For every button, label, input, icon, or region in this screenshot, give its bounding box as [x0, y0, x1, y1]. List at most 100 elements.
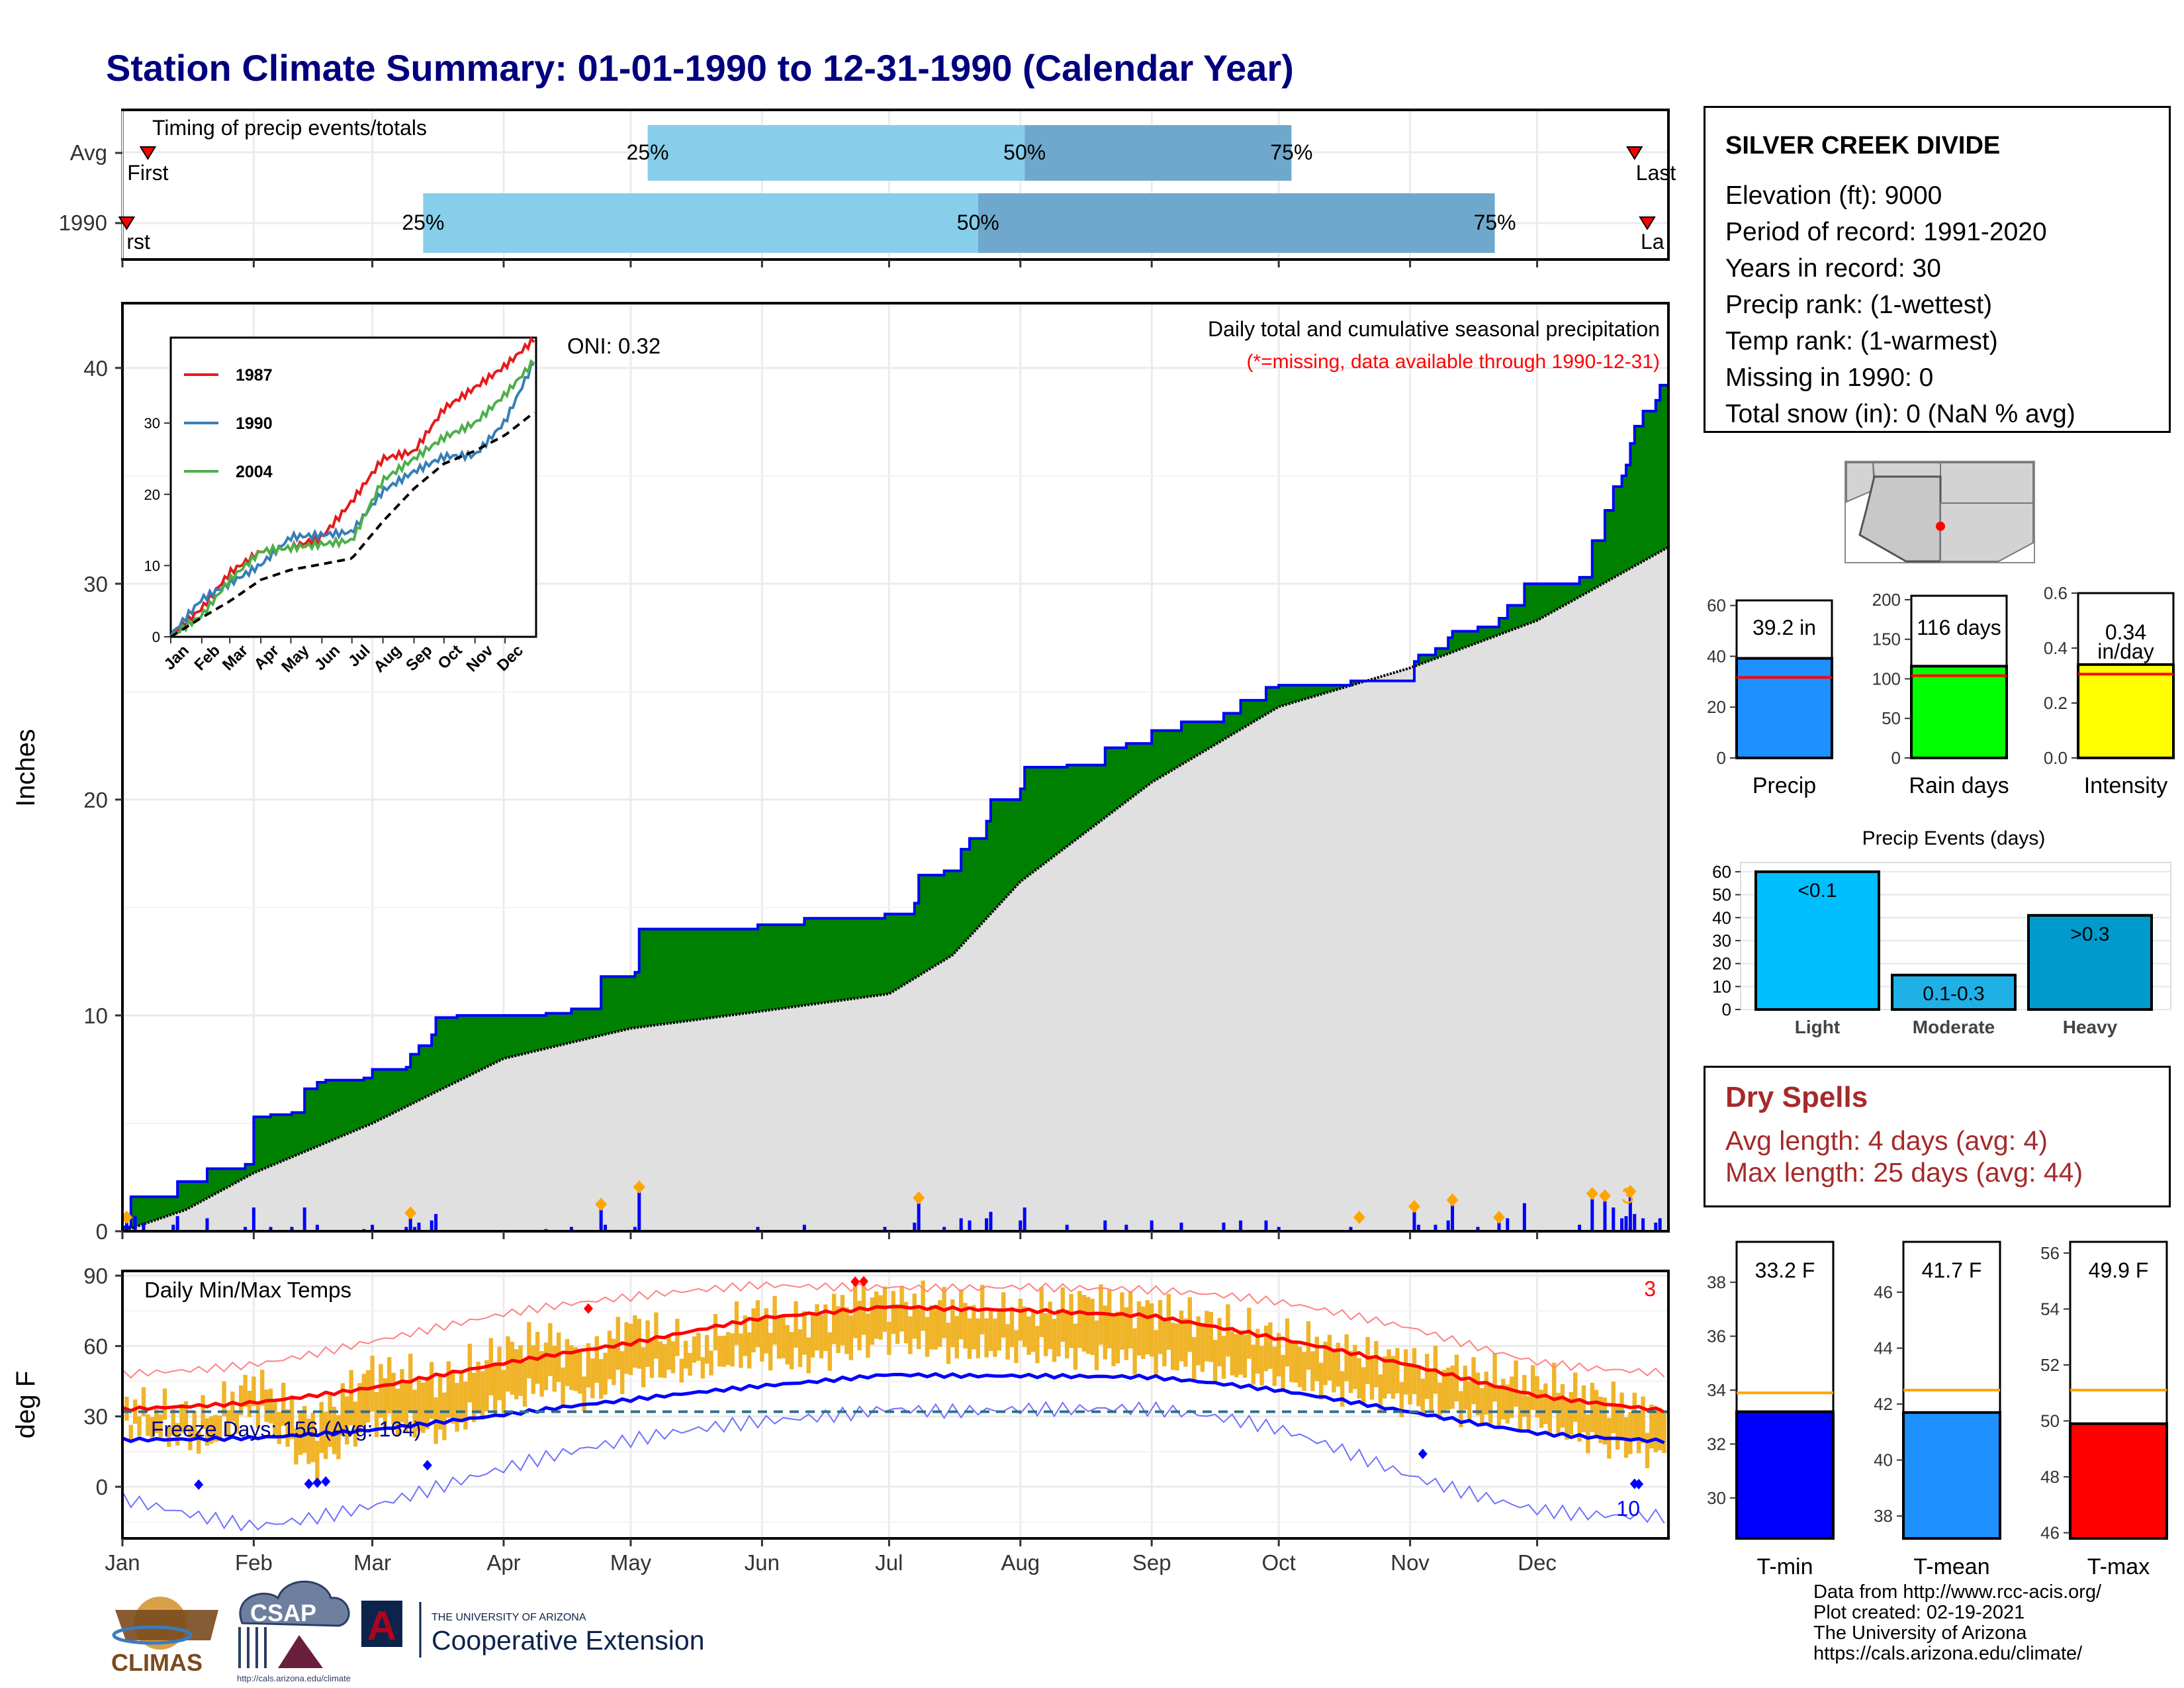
daily-temp-range-bar [925, 1317, 930, 1357]
csap-cloud-shape [239, 1580, 350, 1627]
cumulative-ylabel: Inches [11, 729, 40, 807]
events-category-label: Light [1795, 1017, 1840, 1037]
daily-temp-range-bar [302, 1405, 307, 1454]
daily-temp-range-bar [1141, 1306, 1146, 1359]
summary-ytick-label: 0.0 [2044, 748, 2068, 768]
daily-precip-bar [205, 1218, 209, 1231]
daily-precip-bar [599, 1209, 603, 1231]
record-low-marker [312, 1477, 322, 1488]
daily-temp-range-bar [713, 1313, 718, 1350]
last-event-marker [1626, 146, 1643, 160]
daily-temp-range-bar [1623, 1417, 1629, 1458]
daily-precip-bar [1451, 1205, 1455, 1231]
daily-precip-bar [883, 1227, 887, 1231]
daily-temp-range-bar [1416, 1364, 1421, 1407]
record-low-marker [422, 1460, 432, 1471]
climas-land-shape [115, 1610, 218, 1640]
daily-temp-range-bar [692, 1336, 697, 1363]
daily-temp-range-bar [917, 1307, 921, 1350]
timing-label-q25: 25% [627, 140, 669, 164]
daily-temp-range-bar [158, 1414, 163, 1438]
daily-temp-range-bar [1259, 1346, 1264, 1386]
daily-temp-range-bar [230, 1391, 235, 1422]
daily-temp-range-bar [1577, 1399, 1582, 1442]
daily-precip-bars [124, 1192, 1662, 1231]
daily-temp-range-bar [790, 1332, 794, 1370]
station-info-line: Temp rank: (1-warmest) [1725, 327, 1998, 355]
daily-temp-range-bar [1221, 1335, 1226, 1379]
daily-precip-bar [430, 1220, 433, 1231]
cumulative-frame [121, 302, 1670, 1233]
daily-precip-bar [1578, 1225, 1582, 1231]
daily-temp-range-bar [1488, 1384, 1493, 1424]
daily-temp-range-bar [1594, 1389, 1599, 1438]
daily-precip-bar [1019, 1220, 1023, 1231]
daily-precip-bar [1023, 1207, 1026, 1231]
summary-chart-tmin: 33.2 F 30 32 34 36 38 T-min [1707, 1241, 1835, 1579]
timing-panel: Timing of precip events/totals Avg 1990 … [59, 109, 1676, 267]
daily-temp-range-bar [1298, 1346, 1302, 1387]
daily-precip-bar [1522, 1203, 1526, 1231]
month-label: Jun [745, 1550, 780, 1575]
events-bar-label: <0.1 [1797, 880, 1837, 902]
daily-temp-range-bar [374, 1391, 379, 1437]
daily-temp-range-bar [306, 1418, 311, 1464]
daily-temp-range-bar [1205, 1311, 1209, 1362]
daily-temp-range-bar [594, 1336, 599, 1383]
daily-temp-range-bar [933, 1305, 938, 1350]
daily-temp-range-bar [1522, 1375, 1527, 1417]
summary-value-label: 49.9 F [2089, 1258, 2149, 1282]
daily-temp-range-bar [247, 1391, 252, 1417]
ua-extension-text: Cooperative Extension [432, 1625, 705, 1656]
daily-temp-range-bar [823, 1304, 828, 1352]
daily-precip-bar [1103, 1220, 1107, 1231]
summary-ytick-label: 40 [1707, 646, 1726, 666]
daily-temp-range-bar [739, 1333, 743, 1368]
precip-record-marker [595, 1197, 608, 1211]
month-label: Jan [105, 1550, 140, 1575]
daily-temp-range-bar [1420, 1378, 1425, 1417]
summary-value-bar [2069, 1422, 2168, 1540]
daily-precip-bar [302, 1207, 306, 1231]
station-name: SILVER CREEK DIVIDE [1725, 132, 2001, 160]
daily-temp-range-bar [1531, 1365, 1535, 1410]
daily-temp-range-bar [361, 1374, 366, 1426]
daily-temp-range-bar [146, 1414, 150, 1436]
daily-temp-range-bar [1086, 1297, 1091, 1354]
daily-temp-range-bar [1107, 1289, 1112, 1348]
daily-precip-bar [413, 1227, 417, 1231]
daily-temp-range-bar [1052, 1319, 1057, 1362]
daily-temp-range-bar [141, 1387, 146, 1417]
events-title: Precip Events (days) [1862, 827, 2046, 849]
ua-block-shape [361, 1601, 402, 1647]
first-event-marker [139, 146, 157, 160]
daily-temp-range-bar [1060, 1287, 1065, 1342]
daily-precip-bar [1349, 1227, 1353, 1231]
daily-precip-bar [371, 1225, 375, 1231]
csap-logo-text: CSAP [250, 1599, 316, 1626]
daily-temp-range-bar [1103, 1305, 1107, 1360]
daily-temp-range-bar [1501, 1378, 1506, 1420]
daily-precip-bar [1506, 1218, 1510, 1231]
daily-temp-range-bar [1526, 1395, 1531, 1432]
daily-temp-range-bar [472, 1372, 477, 1423]
daily-temp-range-bar [1662, 1411, 1666, 1454]
daily-temp-range-bar [197, 1430, 201, 1454]
summary-ytick-label: 48 [2040, 1467, 2060, 1487]
temperature-ytick-label: 0 [96, 1475, 108, 1499]
daily-temp-range-bar [997, 1310, 1001, 1351]
inset-legend: 1987 1990 2004 [184, 366, 273, 481]
summary-category-label: T-mean [1913, 1554, 1989, 1579]
csap-logo: CSAP http://cals.arizona.edu/climate [237, 1580, 351, 1683]
daily-temp-range-bar [150, 1417, 154, 1438]
daily-temp-range-bar [1048, 1301, 1052, 1349]
timing-bar-q50-q75 [978, 193, 1495, 253]
daily-temp-range-bar [531, 1345, 535, 1394]
daily-precip-bar [802, 1225, 806, 1231]
daily-temp-range-bar [319, 1401, 324, 1454]
last-event-label: La [1641, 230, 1664, 254]
daily-temp-range-bar [1514, 1360, 1518, 1407]
precip-record-marker [1353, 1210, 1365, 1224]
timing-label-q50: 50% [957, 211, 999, 234]
